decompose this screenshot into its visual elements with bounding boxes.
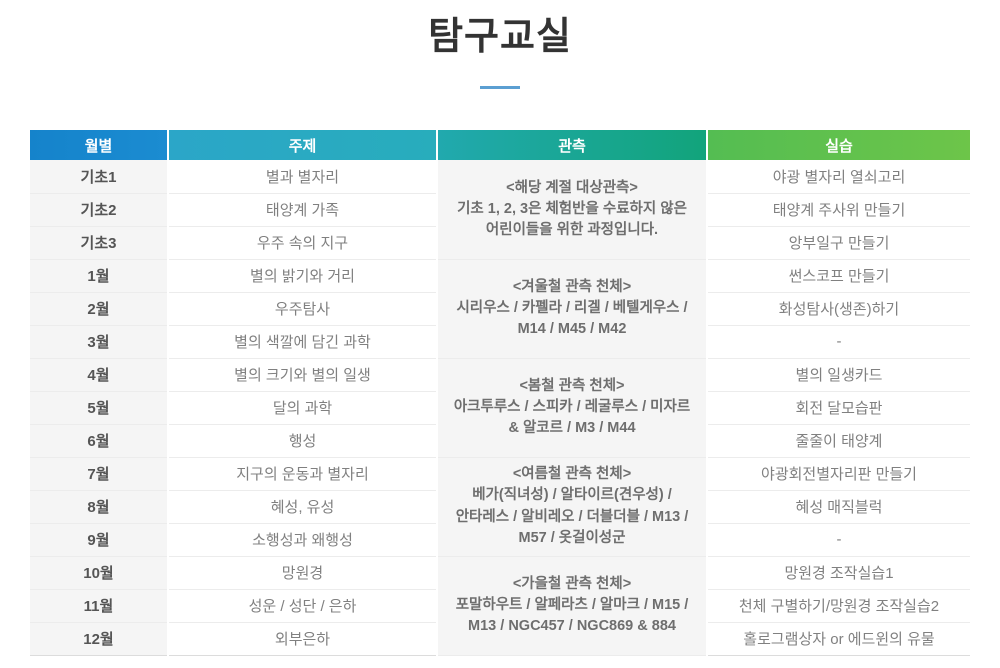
observation-line: <가을철 관측 천체> xyxy=(512,575,632,592)
month-cell: 12월 xyxy=(30,622,169,656)
table-row: 6월 행성 줄줄이 태양계 xyxy=(30,424,970,458)
schedule-table: 월별 주제 관측 실습 기초1 별과 별자리 <해당 계절 대상관측> 기초 1, 2… xyxy=(30,130,970,656)
practice-cell: 줄줄이 태양계 xyxy=(707,424,970,458)
month-cell: 7월 xyxy=(30,457,169,491)
table-row: 1월 별의 밝기와 거리 <겨울철 관측 천체> 시리우스 / 카펠라 / 리겔 / … xyxy=(30,259,970,359)
table-row: 기초1 별과 별자리 <해당 계절 대상관측> 기초 1, 2, 3은 체험반을 수료… xyxy=(30,160,970,260)
table-row: 11월 성운 / 성단 / 은하 천체 구별하기/망원경 조작실습2 xyxy=(30,589,970,623)
practice-cell: 혜성 매직블럭 xyxy=(707,490,970,524)
table-row: 9월 소행성과 왜행성 - xyxy=(30,523,970,557)
topic-cell: 별과 별자리 xyxy=(168,160,438,194)
month-cell: 기초1 xyxy=(30,160,169,194)
month-cell: 2월 xyxy=(30,292,169,326)
month-cell: 6월 xyxy=(30,424,169,458)
header-row: 월별 주제 관측 실습 xyxy=(30,130,970,160)
title-underline-divider xyxy=(480,86,520,89)
topic-cell: 별의 밝기와 거리 xyxy=(168,259,438,293)
topic-cell: 망원경 xyxy=(168,556,438,590)
schedule-table-container: 월별 주제 관측 실습 기초1 별과 별자리 <해당 계절 대상관측> 기초 1, 2… xyxy=(30,130,970,656)
month-cell: 4월 xyxy=(30,358,169,392)
practice-cell: - xyxy=(707,523,970,557)
practice-cell: 홀로그램상자 or 에드윈의 유물 xyxy=(707,622,970,656)
observation-cell: <봄철 관측 천체> 아크투루스 / 스피카 / 레굴루스 / 미자르 & 알코르 … xyxy=(437,358,708,458)
observation-line: <여름철 관측 천체> xyxy=(512,466,632,483)
column-header-observation: 관측 xyxy=(437,130,708,160)
practice-cell: 천체 구별하기/망원경 조작실습2 xyxy=(707,589,970,623)
observation-cell: <여름철 관측 천체> 베가(직녀성) / 알타이르(견우성) / 안타레스 / 알… xyxy=(437,457,708,557)
observation-line: <봄철 관측 천체> xyxy=(519,377,625,394)
observation-line: 포말하우트 / 알페라츠 / 알마크 / M15 / xyxy=(455,596,689,613)
month-cell: 3월 xyxy=(30,325,169,359)
topic-cell: 외부은하 xyxy=(168,622,438,656)
observation-line: 어린이들을 위한 과정입니다. xyxy=(485,221,659,238)
observation-line: <겨울철 관측 천체> xyxy=(512,278,632,295)
month-cell: 9월 xyxy=(30,523,169,557)
month-cell: 기초3 xyxy=(30,226,169,260)
column-header-practice: 실습 xyxy=(707,130,970,160)
table-row: 기초2 태양계 가족 태양계 주사위 만들기 xyxy=(30,193,970,227)
practice-cell: 태양계 주사위 만들기 xyxy=(707,193,970,227)
page-title: 탐구교실 xyxy=(428,16,572,58)
observation-line: M13 / NGC457 / NGC869 & 884 xyxy=(468,618,676,634)
practice-cell: 야광 별자리 열쇠고리 xyxy=(707,160,970,194)
practice-cell: 화성탐사(생존)하기 xyxy=(707,292,970,326)
practice-cell: 썬스코프 만들기 xyxy=(707,259,970,293)
month-cell: 10월 xyxy=(30,556,169,590)
observation-cell: <겨울철 관측 천체> 시리우스 / 카펠라 / 리겔 / 베텔게우스 / M14 … xyxy=(437,259,708,359)
practice-cell: 야광회전별자리판 만들기 xyxy=(707,457,970,491)
table-row: 7월 지구의 운동과 별자리 <여름철 관측 천체> 베가(직녀성) / 알타이르(견… xyxy=(30,457,970,557)
schedule-table-body: 기초1 별과 별자리 <해당 계절 대상관측> 기초 1, 2, 3은 체험반을 수료… xyxy=(30,160,970,656)
topic-cell: 우주 속의 지구 xyxy=(168,226,438,260)
month-cell: 11월 xyxy=(30,589,169,623)
topic-cell: 행성 xyxy=(168,424,438,458)
observation-line: M14 / M45 / M42 xyxy=(517,321,627,337)
topic-cell: 별의 색깔에 담긴 과학 xyxy=(168,325,438,359)
table-row: 12월 외부은하 홀로그램상자 or 에드윈의 유물 xyxy=(30,622,970,656)
practice-cell: 망원경 조작실습1 xyxy=(707,556,970,590)
month-cell: 기초2 xyxy=(30,193,169,227)
table-row: 2월 우주탐사 화성탐사(생존)하기 xyxy=(30,292,970,326)
observation-line: 안타레스 / 알비레오 / 더블더블 / M13 / xyxy=(455,508,689,525)
observation-cell: <가을철 관측 천체> 포말하우트 / 알페라츠 / 알마크 / M15 / M13… xyxy=(437,556,708,656)
practice-cell: 앙부일구 만들기 xyxy=(707,226,970,260)
observation-line: 아크투루스 / 스피카 / 레굴루스 / 미자르 xyxy=(453,398,691,415)
practice-cell: 회전 달모습판 xyxy=(707,391,970,425)
month-cell: 5월 xyxy=(30,391,169,425)
observation-line: 시리우스 / 카펠라 / 리겔 / 베텔게우스 / xyxy=(456,299,688,316)
observation-line: <해당 계절 대상관측> xyxy=(506,179,638,196)
table-row: 8월 혜성, 유성 혜성 매직블럭 xyxy=(30,490,970,524)
topic-cell: 달의 과학 xyxy=(168,391,438,425)
topic-cell: 우주탐사 xyxy=(168,292,438,326)
topic-cell: 혜성, 유성 xyxy=(168,490,438,524)
table-row: 기초3 우주 속의 지구 앙부일구 만들기 xyxy=(30,226,970,260)
topic-cell: 지구의 운동과 별자리 xyxy=(168,457,438,491)
month-cell: 8월 xyxy=(30,490,169,524)
observation-line: M57 / 옷걸이성군 xyxy=(518,529,626,546)
table-row: 3월 별의 색깔에 담긴 과학 - xyxy=(30,325,970,359)
observation-line: 기초 1, 2, 3은 체험반을 수료하지 않은 xyxy=(457,200,687,217)
table-row: 5월 달의 과학 회전 달모습판 xyxy=(30,391,970,425)
column-header-topic: 주제 xyxy=(168,130,438,160)
practice-cell: - xyxy=(707,325,970,359)
practice-cell: 별의 일생카드 xyxy=(707,358,970,392)
column-header-month: 월별 xyxy=(30,130,169,160)
table-row: 10월 망원경 <가을철 관측 천체> 포말하우트 / 알페라츠 / 알마크 / M1… xyxy=(30,556,970,656)
topic-cell: 성운 / 성단 / 은하 xyxy=(168,589,438,623)
observation-line: & 알코르 / M3 / M44 xyxy=(508,420,636,436)
topic-cell: 소행성과 왜행성 xyxy=(168,523,438,557)
observation-line: 베가(직녀성) / 알타이르(견우성) / xyxy=(472,487,672,504)
topic-cell: 태양계 가족 xyxy=(168,193,438,227)
schedule-table-head: 월별 주제 관측 실습 xyxy=(30,130,970,160)
table-row: 4월 별의 크기와 별의 일생 <봄철 관측 천체> 아크투루스 / 스피카 / 레굴… xyxy=(30,358,970,458)
month-cell: 1월 xyxy=(30,259,169,293)
topic-cell: 별의 크기와 별의 일생 xyxy=(168,358,438,392)
